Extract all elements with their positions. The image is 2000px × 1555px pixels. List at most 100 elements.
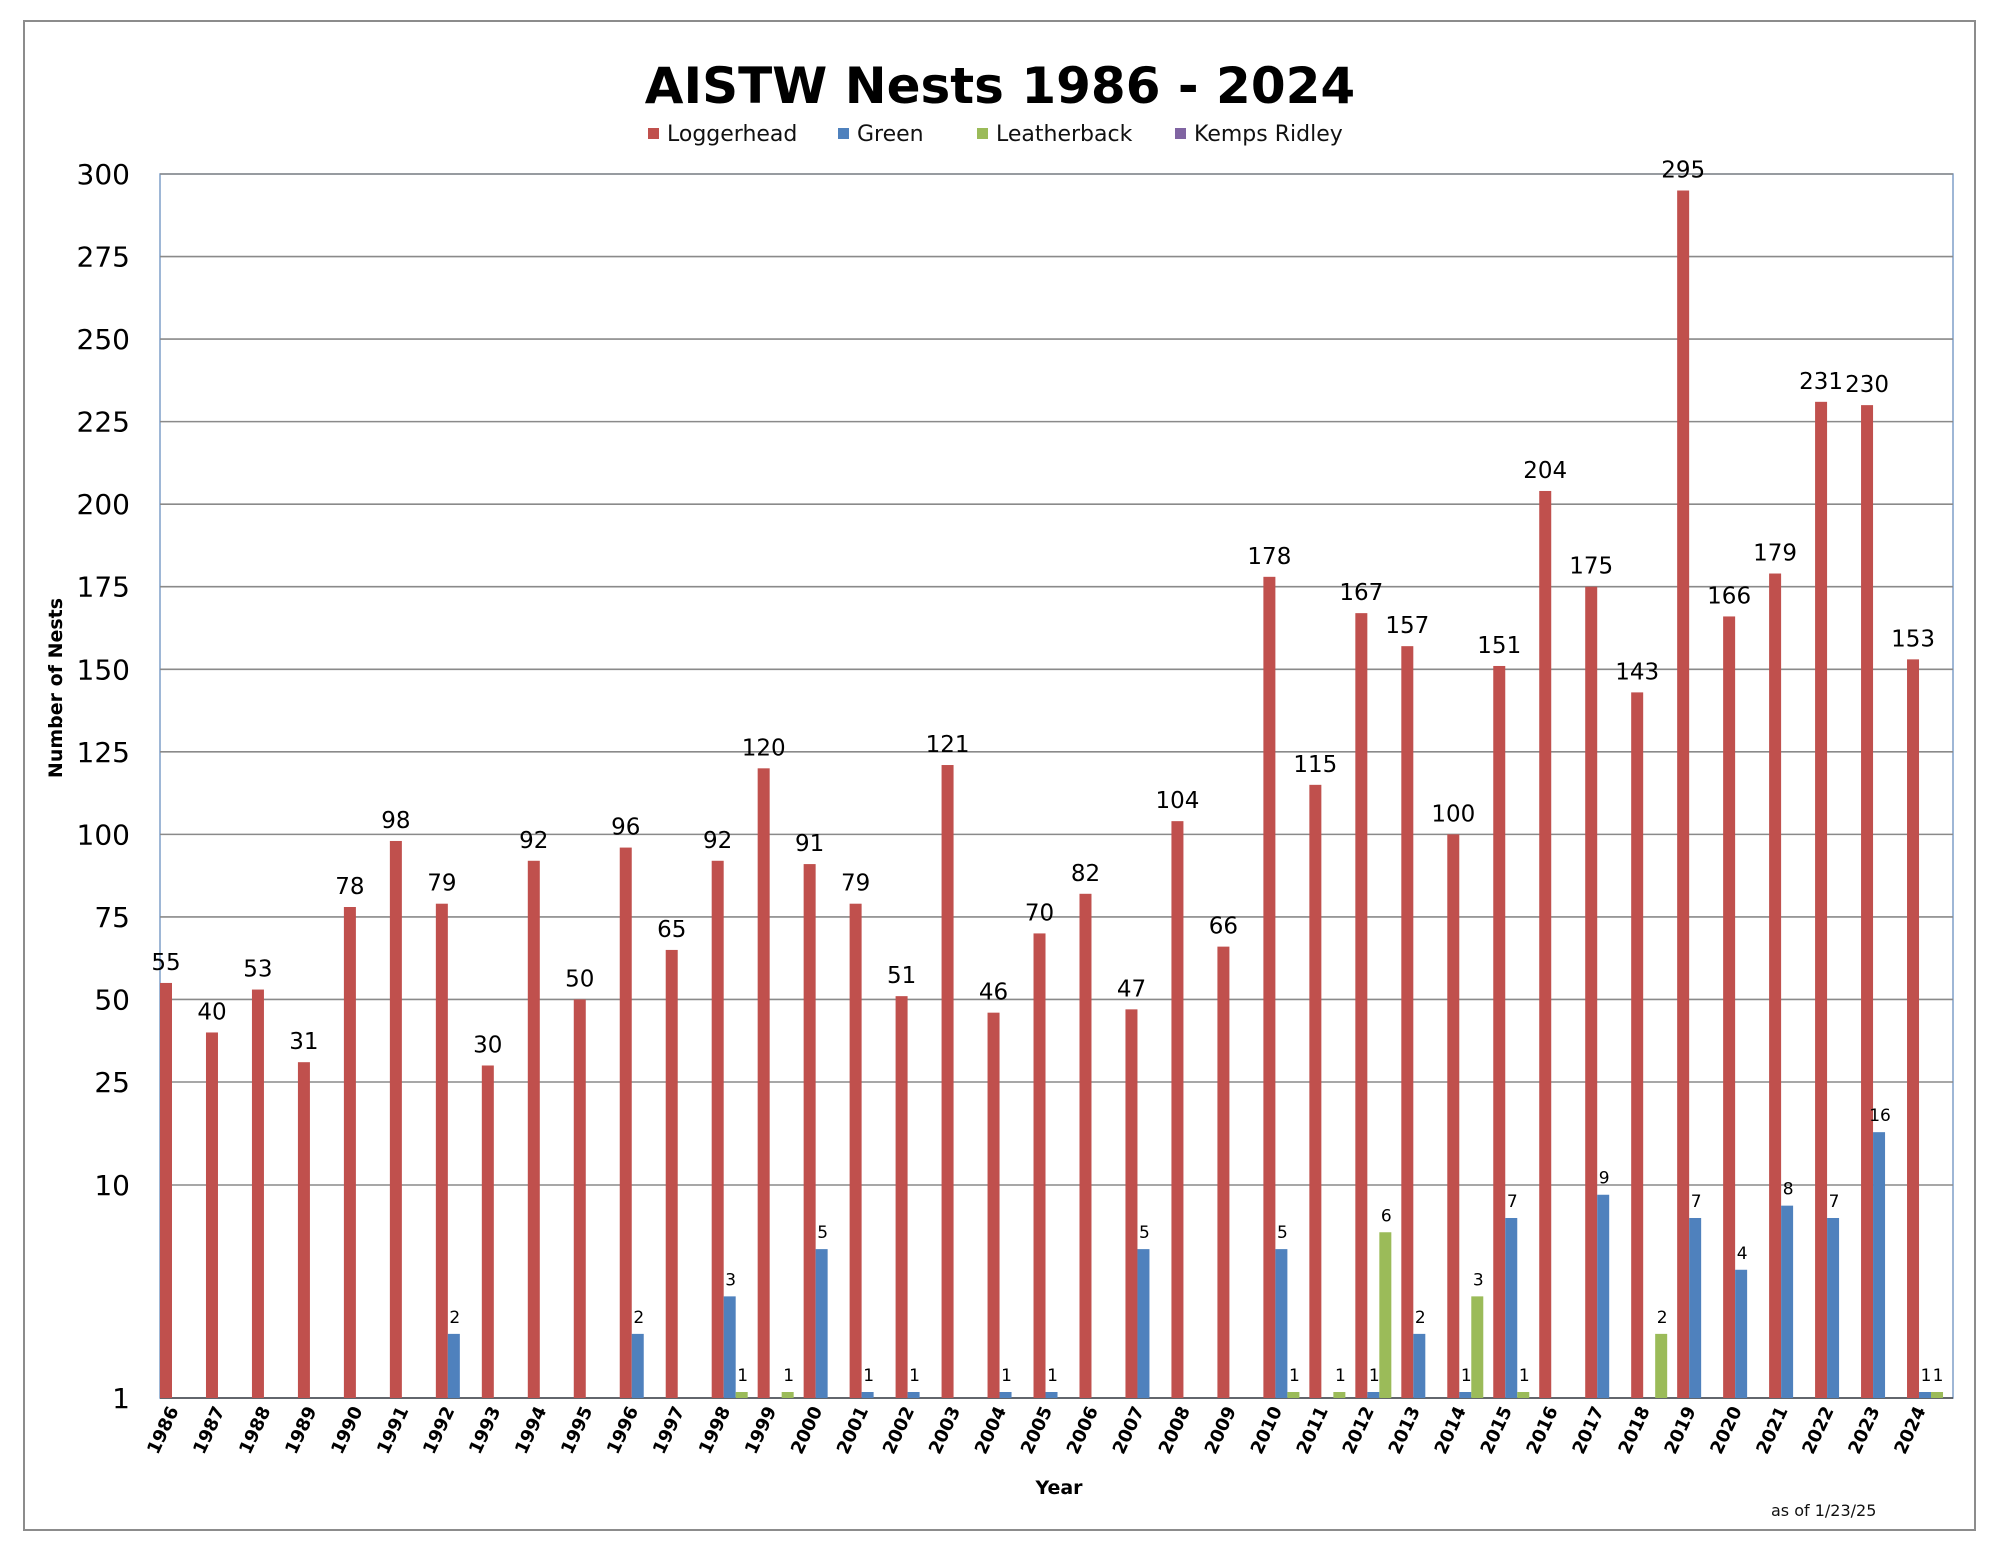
- bar-loggerhead-2011: [1309, 784, 1322, 1398]
- x-tick-label-1989: 1989: [281, 1403, 321, 1457]
- data-label-green-2022: 7: [1829, 1192, 1840, 1212]
- data-label-loggerhead-2018: 143: [1615, 659, 1659, 685]
- x-axis-title: Year: [1034, 1477, 1083, 1499]
- x-tick-label-2007: 2007: [1109, 1403, 1149, 1457]
- data-label-leatherback-1999: 1: [783, 1366, 794, 1386]
- bar-green-2024: [1919, 1392, 1932, 1398]
- bar-loggerhead-2024: [1907, 659, 1920, 1398]
- data-label-green-2005: 1: [1047, 1366, 1058, 1386]
- bars: [160, 190, 1944, 1399]
- bar-green-2000: [815, 1249, 828, 1398]
- y-tick-label-150: 150: [77, 653, 130, 686]
- x-tick-label-2012: 2012: [1339, 1403, 1379, 1457]
- x-tick-label-2000: 2000: [787, 1403, 827, 1457]
- x-tick-label-1990: 1990: [327, 1403, 367, 1457]
- y-tick-label-75: 75: [94, 901, 130, 934]
- bar-loggerhead-1993: [481, 1065, 494, 1398]
- legend-swatch-loggerhead: [648, 128, 659, 139]
- data-label-loggerhead-2015: 151: [1477, 633, 1521, 659]
- x-tick-label-1986: 1986: [143, 1403, 183, 1457]
- legend-label-green: Green: [857, 122, 924, 147]
- y-tick-label-100: 100: [77, 818, 130, 851]
- data-label-loggerhead-2024: 153: [1891, 626, 1935, 652]
- bar-green-2001: [861, 1392, 874, 1398]
- data-label-green-2023: 16: [1869, 1106, 1891, 1126]
- data-label-leatherback-2011: 1: [1335, 1366, 1346, 1386]
- bar-loggerhead-2010: [1263, 576, 1276, 1398]
- x-tick-label-2008: 2008: [1155, 1403, 1195, 1457]
- x-tick-label-1992: 1992: [419, 1403, 459, 1457]
- bar-loggerhead-2000: [803, 864, 816, 1398]
- x-tick-label-2005: 2005: [1017, 1403, 1057, 1457]
- bar-loggerhead-2007: [1125, 1009, 1138, 1398]
- data-label-loggerhead-2022: 231: [1799, 369, 1843, 395]
- data-label-leatherback-2012: 6: [1381, 1206, 1392, 1226]
- data-label-loggerhead-1994: 92: [519, 828, 548, 854]
- bar-green-2023: [1873, 1132, 1886, 1398]
- data-label-loggerhead-1989: 31: [289, 1029, 318, 1055]
- bar-loggerhead-1991: [389, 840, 402, 1398]
- bar-green-1996: [631, 1333, 644, 1398]
- data-label-loggerhead-1993: 30: [473, 1032, 502, 1058]
- y-tick-label-125: 125: [77, 736, 130, 769]
- data-label-loggerhead-2023: 230: [1845, 372, 1889, 398]
- bar-green-2007: [1137, 1249, 1150, 1398]
- data-labels: 5540533178987923092509626592311201915791…: [151, 158, 1943, 1386]
- data-label-leatherback-2024: 1: [1933, 1366, 1944, 1386]
- x-tick-label-2001: 2001: [833, 1403, 873, 1457]
- data-label-green-2001: 1: [863, 1366, 874, 1386]
- y-tick-label-275: 275: [77, 241, 130, 274]
- y-tick-label-225: 225: [77, 406, 130, 439]
- bar-green-2013: [1413, 1333, 1426, 1398]
- data-label-loggerhead-2010: 178: [1247, 544, 1291, 570]
- bar-loggerhead-1992: [435, 903, 448, 1398]
- data-label-loggerhead-2014: 100: [1431, 801, 1475, 827]
- data-label-green-1992: 2: [449, 1308, 460, 1328]
- bar-green-2004: [999, 1392, 1012, 1398]
- data-label-loggerhead-2011: 115: [1293, 752, 1337, 778]
- data-label-loggerhead-2001: 79: [841, 871, 870, 897]
- bar-loggerhead-1999: [757, 768, 770, 1398]
- legend-label-kemps-ridley: Kemps Ridley: [1194, 122, 1343, 147]
- x-tick-label-1987: 1987: [189, 1403, 229, 1457]
- data-label-loggerhead-2006: 82: [1071, 861, 1100, 887]
- data-label-loggerhead-2020: 166: [1707, 583, 1751, 609]
- data-label-green-2017: 9: [1599, 1169, 1610, 1189]
- x-tick-label-1996: 1996: [603, 1403, 643, 1457]
- data-label-green-2020: 4: [1737, 1244, 1748, 1264]
- bar-green-2005: [1045, 1392, 1058, 1398]
- x-tick-label-2015: 2015: [1477, 1403, 1517, 1457]
- x-tick-label-1998: 1998: [695, 1403, 735, 1457]
- data-label-loggerhead-2013: 157: [1385, 613, 1429, 639]
- bar-green-2020: [1735, 1269, 1748, 1398]
- bar-loggerhead-2019: [1677, 190, 1690, 1399]
- data-label-loggerhead-1997: 65: [657, 917, 686, 943]
- bar-loggerhead-1990: [343, 907, 356, 1398]
- data-label-loggerhead-2007: 47: [1117, 976, 1146, 1002]
- data-label-loggerhead-1999: 120: [742, 735, 786, 761]
- data-label-loggerhead-1986: 55: [151, 950, 180, 976]
- bar-loggerhead-1987: [205, 1032, 218, 1398]
- y-tick-label-250: 250: [77, 323, 130, 356]
- data-label-loggerhead-2016: 204: [1523, 458, 1567, 484]
- bar-loggerhead-1997: [665, 949, 678, 1398]
- data-label-leatherback-2018: 2: [1657, 1308, 1668, 1328]
- bar-green-2010: [1275, 1249, 1288, 1398]
- bar-loggerhead-2016: [1539, 490, 1552, 1398]
- bar-loggerhead-2015: [1493, 665, 1506, 1398]
- bar-green-1998: [723, 1296, 736, 1398]
- bar-green-1992: [447, 1333, 460, 1398]
- data-label-loggerhead-2021: 179: [1753, 541, 1797, 567]
- data-label-green-2013: 2: [1415, 1308, 1426, 1328]
- x-tick-label-2014: 2014: [1431, 1403, 1471, 1457]
- bar-leatherback-1998: [735, 1392, 748, 1398]
- x-tick-label-2019: 2019: [1660, 1403, 1700, 1457]
- data-label-loggerhead-1992: 79: [427, 871, 456, 897]
- x-tick-label-1997: 1997: [649, 1403, 689, 1457]
- bar-loggerhead-2002: [895, 996, 908, 1398]
- bar-leatherback-2024: [1931, 1392, 1944, 1398]
- data-label-green-2010: 5: [1277, 1223, 1288, 1243]
- x-tick-label-2016: 2016: [1523, 1403, 1563, 1457]
- data-label-loggerhead-1988: 53: [243, 957, 272, 983]
